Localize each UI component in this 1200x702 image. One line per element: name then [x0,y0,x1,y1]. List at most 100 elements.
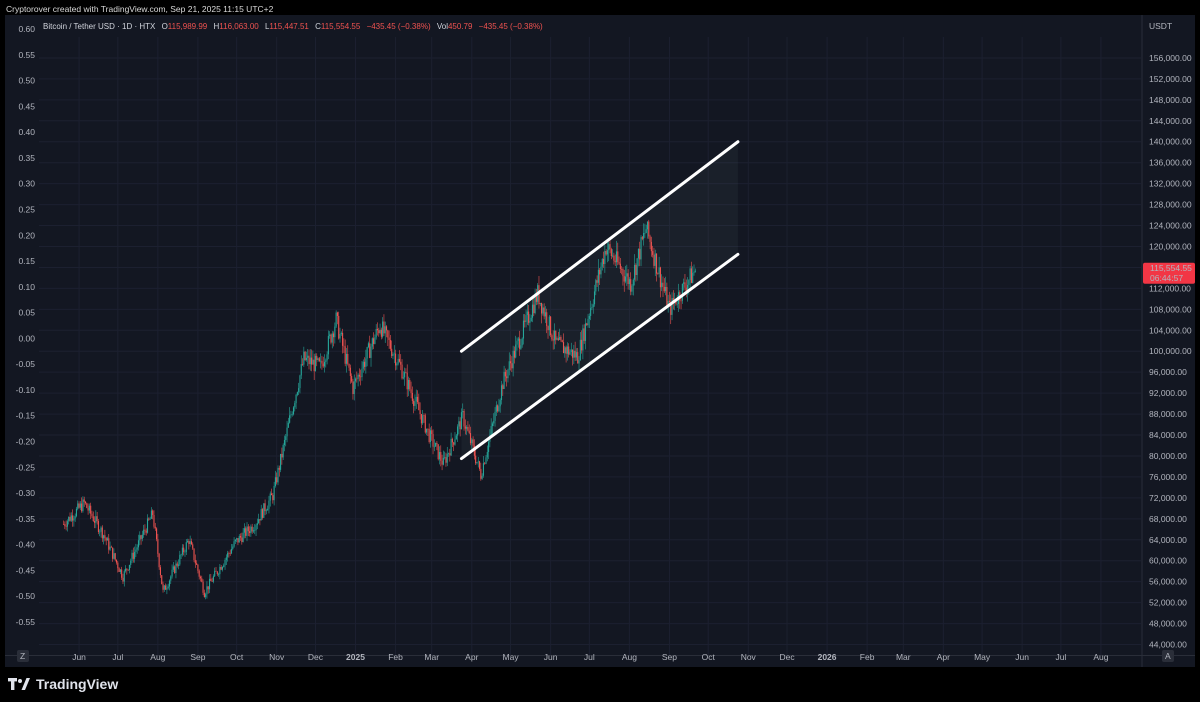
candle-body [190,541,192,545]
candle-body [513,350,515,358]
candle-body [78,503,80,508]
brand[interactable]: TradingView [8,676,118,692]
right-axis-tick: 68,000.00 [1149,514,1187,524]
candle-body [481,475,483,479]
candle-body [104,535,106,538]
candle-body [234,539,236,542]
candle-body [207,586,209,590]
candle-body [254,530,256,531]
currency-label[interactable]: USDT [1149,21,1172,31]
right-axis-tick: 144,000.00 [1149,116,1192,126]
candle-body [617,251,619,262]
candle-body [115,559,118,563]
time-axis-tick: Jul [1055,652,1066,662]
candle-body [69,516,71,521]
right-axis-tick: 136,000.00 [1149,158,1192,168]
candle-body [570,349,572,353]
candle-body [91,513,93,517]
candle-body [529,321,531,323]
candle-body [303,351,305,365]
candle-body [205,594,207,598]
candle-body [86,503,88,508]
chart-caption: Cryptorover created with TradingView.com… [6,4,274,14]
candle-body [675,300,677,305]
candle-body [410,389,412,393]
left-axis-tick: -0.45 [16,565,36,575]
candle-body [252,530,255,532]
candle-body [608,244,610,251]
candle-body [308,355,310,365]
time-axis-tick: Aug [150,652,165,662]
candle-body [176,563,178,566]
candle-body [382,321,384,337]
candle-body [172,566,174,570]
candle-body [543,307,545,317]
candle-body [378,330,380,334]
candle-body [662,282,664,287]
candle-body [75,508,78,517]
candle-body [683,282,685,284]
candle-body [365,358,367,367]
candle-body [137,540,140,548]
zoom-button[interactable]: Z [17,650,29,662]
candle-body [270,493,273,496]
candle-body [192,544,194,549]
candle-body [170,576,172,581]
channel-upper-line[interactable] [459,140,740,353]
candle-body [152,510,154,515]
candle-body [347,353,349,364]
left-axis-tick: 0.50 [18,76,35,86]
candle-body [599,269,601,275]
candle-body [179,554,181,565]
candle-body [325,360,327,362]
candle-body [524,320,526,322]
right-axis-tick: 132,000.00 [1149,179,1192,189]
time-axis-tick: 2025 [346,652,365,662]
candle-body [467,427,469,431]
candle-body [484,463,486,464]
candle-body [624,276,627,282]
right-axis[interactable]: 156,000.00 152,000.00 148,000.00 144,000.00… [1149,53,1192,650]
candle-body [177,564,180,566]
candle-body [339,334,341,339]
channel-lower-line[interactable] [459,252,740,461]
candle-body [693,271,695,273]
candle-body [168,580,171,587]
time-axis[interactable]: Jun Jul Aug Sep Oct Nov Dec 2025 Feb Mar Apr May Jun… [72,652,1109,662]
candle-body [143,529,145,535]
candle-body [286,427,288,437]
left-axis-tick: -0.05 [16,359,36,369]
brand-name: TradingView [36,676,119,692]
channel-lines[interactable] [459,140,740,461]
candle-body [634,264,636,280]
candle-body [667,300,669,307]
candle-body [81,503,83,512]
candle-body [100,527,102,532]
candle-body [606,250,608,255]
candle-body [560,336,562,341]
candle-body [230,549,233,554]
candle-body [175,563,177,574]
candle-body [117,562,119,569]
candle-body [322,363,324,367]
right-axis-tick: 112,000.00 [1149,283,1191,293]
candle-body [463,411,465,427]
candle-body [402,377,404,379]
candle-body [583,328,585,341]
candle-body [331,333,333,343]
price-chart[interactable]: 0.60 0.55 0.50 0.45 0.40 0.35 0.30 0.25 0.20 0.15… [5,15,1195,667]
candle-body [641,237,643,239]
chart-frame[interactable]: 0.60 0.55 0.50 0.45 0.40 0.35 0.30 0.25 0.20 0.15… [5,15,1195,667]
candle-body [251,526,253,532]
candle-body [245,528,247,536]
candle-body [84,501,87,504]
candle-body [432,434,434,447]
time-axis-tick: Aug [1093,652,1108,662]
candle-body [373,338,375,344]
candle-body [387,330,389,338]
left-axis-tick: 0.35 [18,153,35,163]
candle-body [547,326,549,331]
auto-scale-button[interactable]: A [1162,650,1174,662]
candle-body [269,493,271,501]
candle-body [161,575,163,585]
